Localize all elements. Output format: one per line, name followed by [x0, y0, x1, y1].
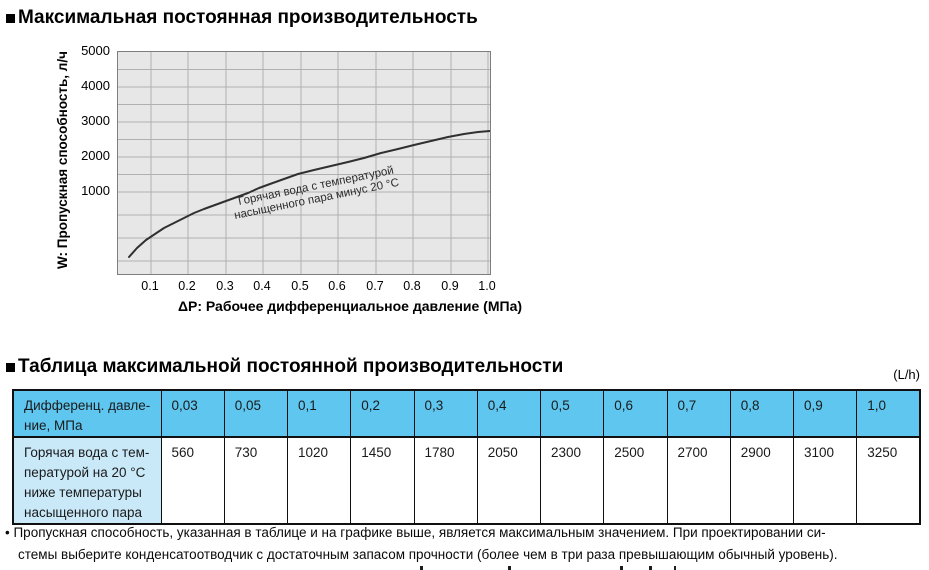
table-data-row: Горячая вода с тем- пературой на 20 °C н… — [12, 436, 921, 525]
plot-area: Горячая вода с температурой насыщенного … — [117, 51, 491, 275]
capacity-value: 2500 — [603, 436, 668, 525]
capacity-value: 3250 — [856, 436, 921, 525]
x-tick-05: 0.5 — [291, 279, 309, 293]
col-header-01: 0,1 — [286, 389, 352, 438]
col-header-09: 0,9 — [792, 389, 858, 438]
table-header-row: Дифференц. давле- ние, МПа 0,03 0,05 0,1… — [12, 389, 921, 438]
x-tick-08: 0.8 — [403, 279, 421, 293]
y-tick-1000: 1000 — [81, 183, 110, 198]
cutoff-next-section-mark — [674, 566, 676, 570]
col-header-06: 0,6 — [603, 389, 668, 438]
col-header-07: 0,7 — [666, 389, 731, 438]
col-header-003: 0,03 — [160, 389, 225, 438]
y-tick-3000: 3000 — [81, 113, 110, 128]
capacity-value: 560 — [160, 436, 225, 525]
section-title-text: Таблица максимальной постоянной производ… — [18, 356, 564, 377]
x-tick-07: 0.7 — [366, 279, 384, 293]
col-header-04: 0,4 — [476, 389, 542, 438]
capacity-table: Дифференц. давле- ние, МПа 0,03 0,05 0,1… — [12, 389, 921, 525]
y-tick-5000: 5000 — [81, 43, 110, 58]
vertical-gridlines — [150, 52, 489, 274]
x-tick-10: 1.0 — [478, 279, 496, 293]
y-tick-2000: 2000 — [81, 148, 110, 163]
square-bullet-icon — [6, 13, 15, 23]
x-tick-04: 0.4 — [253, 279, 271, 293]
cutoff-next-section-mark — [649, 566, 652, 570]
capacity-value: 1020 — [286, 436, 352, 525]
col-header-03: 0,3 — [413, 389, 478, 438]
capacity-value: 2900 — [729, 436, 795, 525]
x-tick-01: 0.1 — [141, 279, 159, 293]
square-bullet-icon — [6, 362, 15, 372]
horizontal-gridlines — [118, 69, 490, 262]
cutoff-next-section-mark — [508, 566, 511, 570]
footnote-line1: • Пропускная способность, указанная в та… — [5, 525, 826, 540]
capacity-curve — [128, 130, 490, 258]
capacity-value: 2300 — [539, 436, 605, 525]
capacity-value: 3100 — [792, 436, 858, 525]
capacity-value: 2050 — [476, 436, 542, 525]
capacity-value: 1780 — [413, 436, 478, 525]
x-tick-02: 0.2 — [178, 279, 196, 293]
x-tick-03: 0.3 — [216, 279, 234, 293]
table-units-label: (L/h) — [893, 367, 920, 382]
section-title-max-capacity: Максимальная постоянная производительнос… — [6, 7, 478, 29]
x-tick-06: 0.6 — [328, 279, 346, 293]
y-tick-4000: 4000 — [81, 78, 110, 93]
x-tick-09: 0.9 — [441, 279, 459, 293]
capacity-value: 2700 — [666, 436, 731, 525]
col-header-08: 0,8 — [729, 389, 795, 438]
capacity-value: 1450 — [350, 436, 415, 525]
section-title-text: Максимальная постоянная производительнос… — [18, 7, 478, 28]
cutoff-next-section-mark — [620, 566, 623, 570]
section-title-capacity-table: Таблица максимальной постоянной производ… — [6, 356, 563, 378]
col-header-02: 0,2 — [350, 389, 415, 438]
x-axis-title: ΔP: Рабочее дифференциальное давление (М… — [177, 298, 523, 314]
cutoff-next-section-mark — [420, 566, 423, 570]
plot-canvas: Горячая вода с температурой насыщенного … — [118, 52, 490, 274]
footnote-line2: стемы выберите конденсатоотводчик с дост… — [18, 547, 838, 562]
table-data-row-label: Горячая вода с тем- пературой на 20 °C н… — [12, 436, 162, 525]
col-header-10: 1,0 — [856, 389, 921, 438]
col-header-05: 0,5 — [539, 389, 605, 438]
footnote: • Пропускная способность, указанная в та… — [5, 522, 925, 566]
col-header-005: 0,05 — [223, 389, 289, 438]
capacity-value: 730 — [223, 436, 289, 525]
table-header-row-label: Дифференц. давле- ние, МПа — [12, 389, 162, 438]
